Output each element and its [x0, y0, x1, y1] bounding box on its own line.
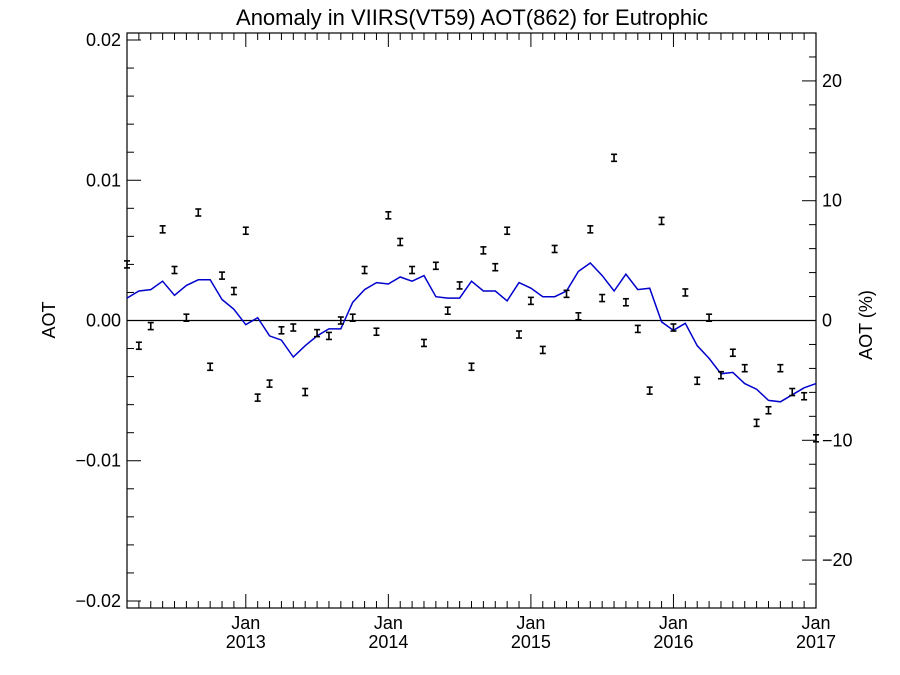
data-point [456, 281, 463, 290]
y-tick-label: 0.02 [86, 30, 121, 50]
y2-tick-label: −20 [822, 550, 853, 570]
y2-tick-label: −10 [822, 430, 853, 450]
chart-title: Anomaly in VIIRS(VT59) AOT(862) for Eutr… [236, 5, 708, 30]
data-point [765, 405, 772, 415]
data-point [349, 313, 356, 323]
data-point [314, 328, 321, 338]
data-point [670, 323, 677, 332]
data-point [658, 216, 665, 226]
x-tick-year: 2017 [796, 632, 836, 652]
data-point [337, 316, 344, 325]
data-point [373, 327, 380, 337]
y2-axis-title: AOT (%) [856, 290, 876, 360]
anomaly-points-layer [124, 153, 819, 443]
data-point [575, 311, 582, 321]
data-point [290, 323, 297, 332]
y-tick-label: 0.00 [86, 311, 121, 331]
data-point [789, 387, 796, 397]
x-tick-year: 2015 [511, 632, 551, 652]
data-point [801, 391, 808, 401]
data-point [694, 376, 701, 386]
data-point [397, 237, 404, 247]
data-point [135, 341, 142, 351]
data-point [361, 265, 368, 275]
x-tick-month: Jan [516, 613, 545, 633]
data-point [777, 363, 784, 373]
data-point [480, 246, 487, 255]
data-point [813, 433, 819, 443]
data-point [741, 363, 748, 373]
x-tick-year: 2014 [368, 632, 408, 652]
data-point [706, 313, 713, 323]
data-point [682, 288, 689, 297]
data-point [195, 208, 202, 217]
data-point [242, 226, 249, 236]
y-tick-label: −0.01 [75, 451, 121, 471]
y2-tick-label: 10 [822, 191, 842, 211]
data-point [551, 244, 558, 254]
axis-ticks: −0.02−0.010.000.010.02−20−1001020Jan2013… [75, 30, 852, 652]
data-point [468, 362, 475, 372]
data-point [325, 331, 332, 341]
x-tick-month: Jan [374, 613, 403, 633]
data-point [230, 286, 237, 296]
data-point [444, 306, 451, 315]
data-point [432, 261, 439, 271]
data-point [717, 370, 724, 380]
data-point [504, 226, 511, 236]
data-point [634, 324, 641, 334]
x-tick-month: Jan [659, 613, 688, 633]
data-point [563, 289, 570, 299]
data-point [729, 348, 736, 358]
data-point [302, 387, 309, 397]
x-tick-month: Jan [231, 613, 260, 633]
data-point [611, 153, 618, 163]
data-point [278, 326, 285, 335]
data-point [587, 225, 594, 234]
y-tick-label: 0.01 [86, 170, 121, 190]
data-point [599, 293, 606, 303]
data-point [753, 418, 760, 428]
data-point [183, 313, 190, 323]
data-point [527, 296, 534, 306]
data-point [207, 362, 214, 372]
data-point [516, 330, 523, 339]
y2-tick-label: 0 [822, 311, 832, 331]
data-point [646, 386, 653, 395]
data-point [492, 262, 499, 272]
data-point [266, 379, 273, 388]
x-tick-year: 2013 [226, 632, 266, 652]
y-axis-title: AOT [39, 301, 59, 338]
data-point [254, 393, 261, 402]
y-tick-label: −0.02 [75, 591, 121, 611]
data-point [409, 265, 416, 275]
data-point [622, 297, 629, 307]
data-point [171, 265, 178, 275]
data-point [159, 225, 166, 234]
data-point [385, 211, 392, 220]
anomaly-line [126, 262, 817, 403]
data-point [124, 260, 130, 269]
data-point [539, 345, 546, 355]
x-tick-month: Jan [801, 613, 830, 633]
y2-tick-label: 20 [822, 71, 842, 91]
data-point [147, 321, 154, 331]
data-point [420, 338, 427, 348]
anomaly-line-layer [126, 262, 817, 403]
data-point [219, 271, 226, 280]
x-tick-year: 2016 [653, 632, 693, 652]
